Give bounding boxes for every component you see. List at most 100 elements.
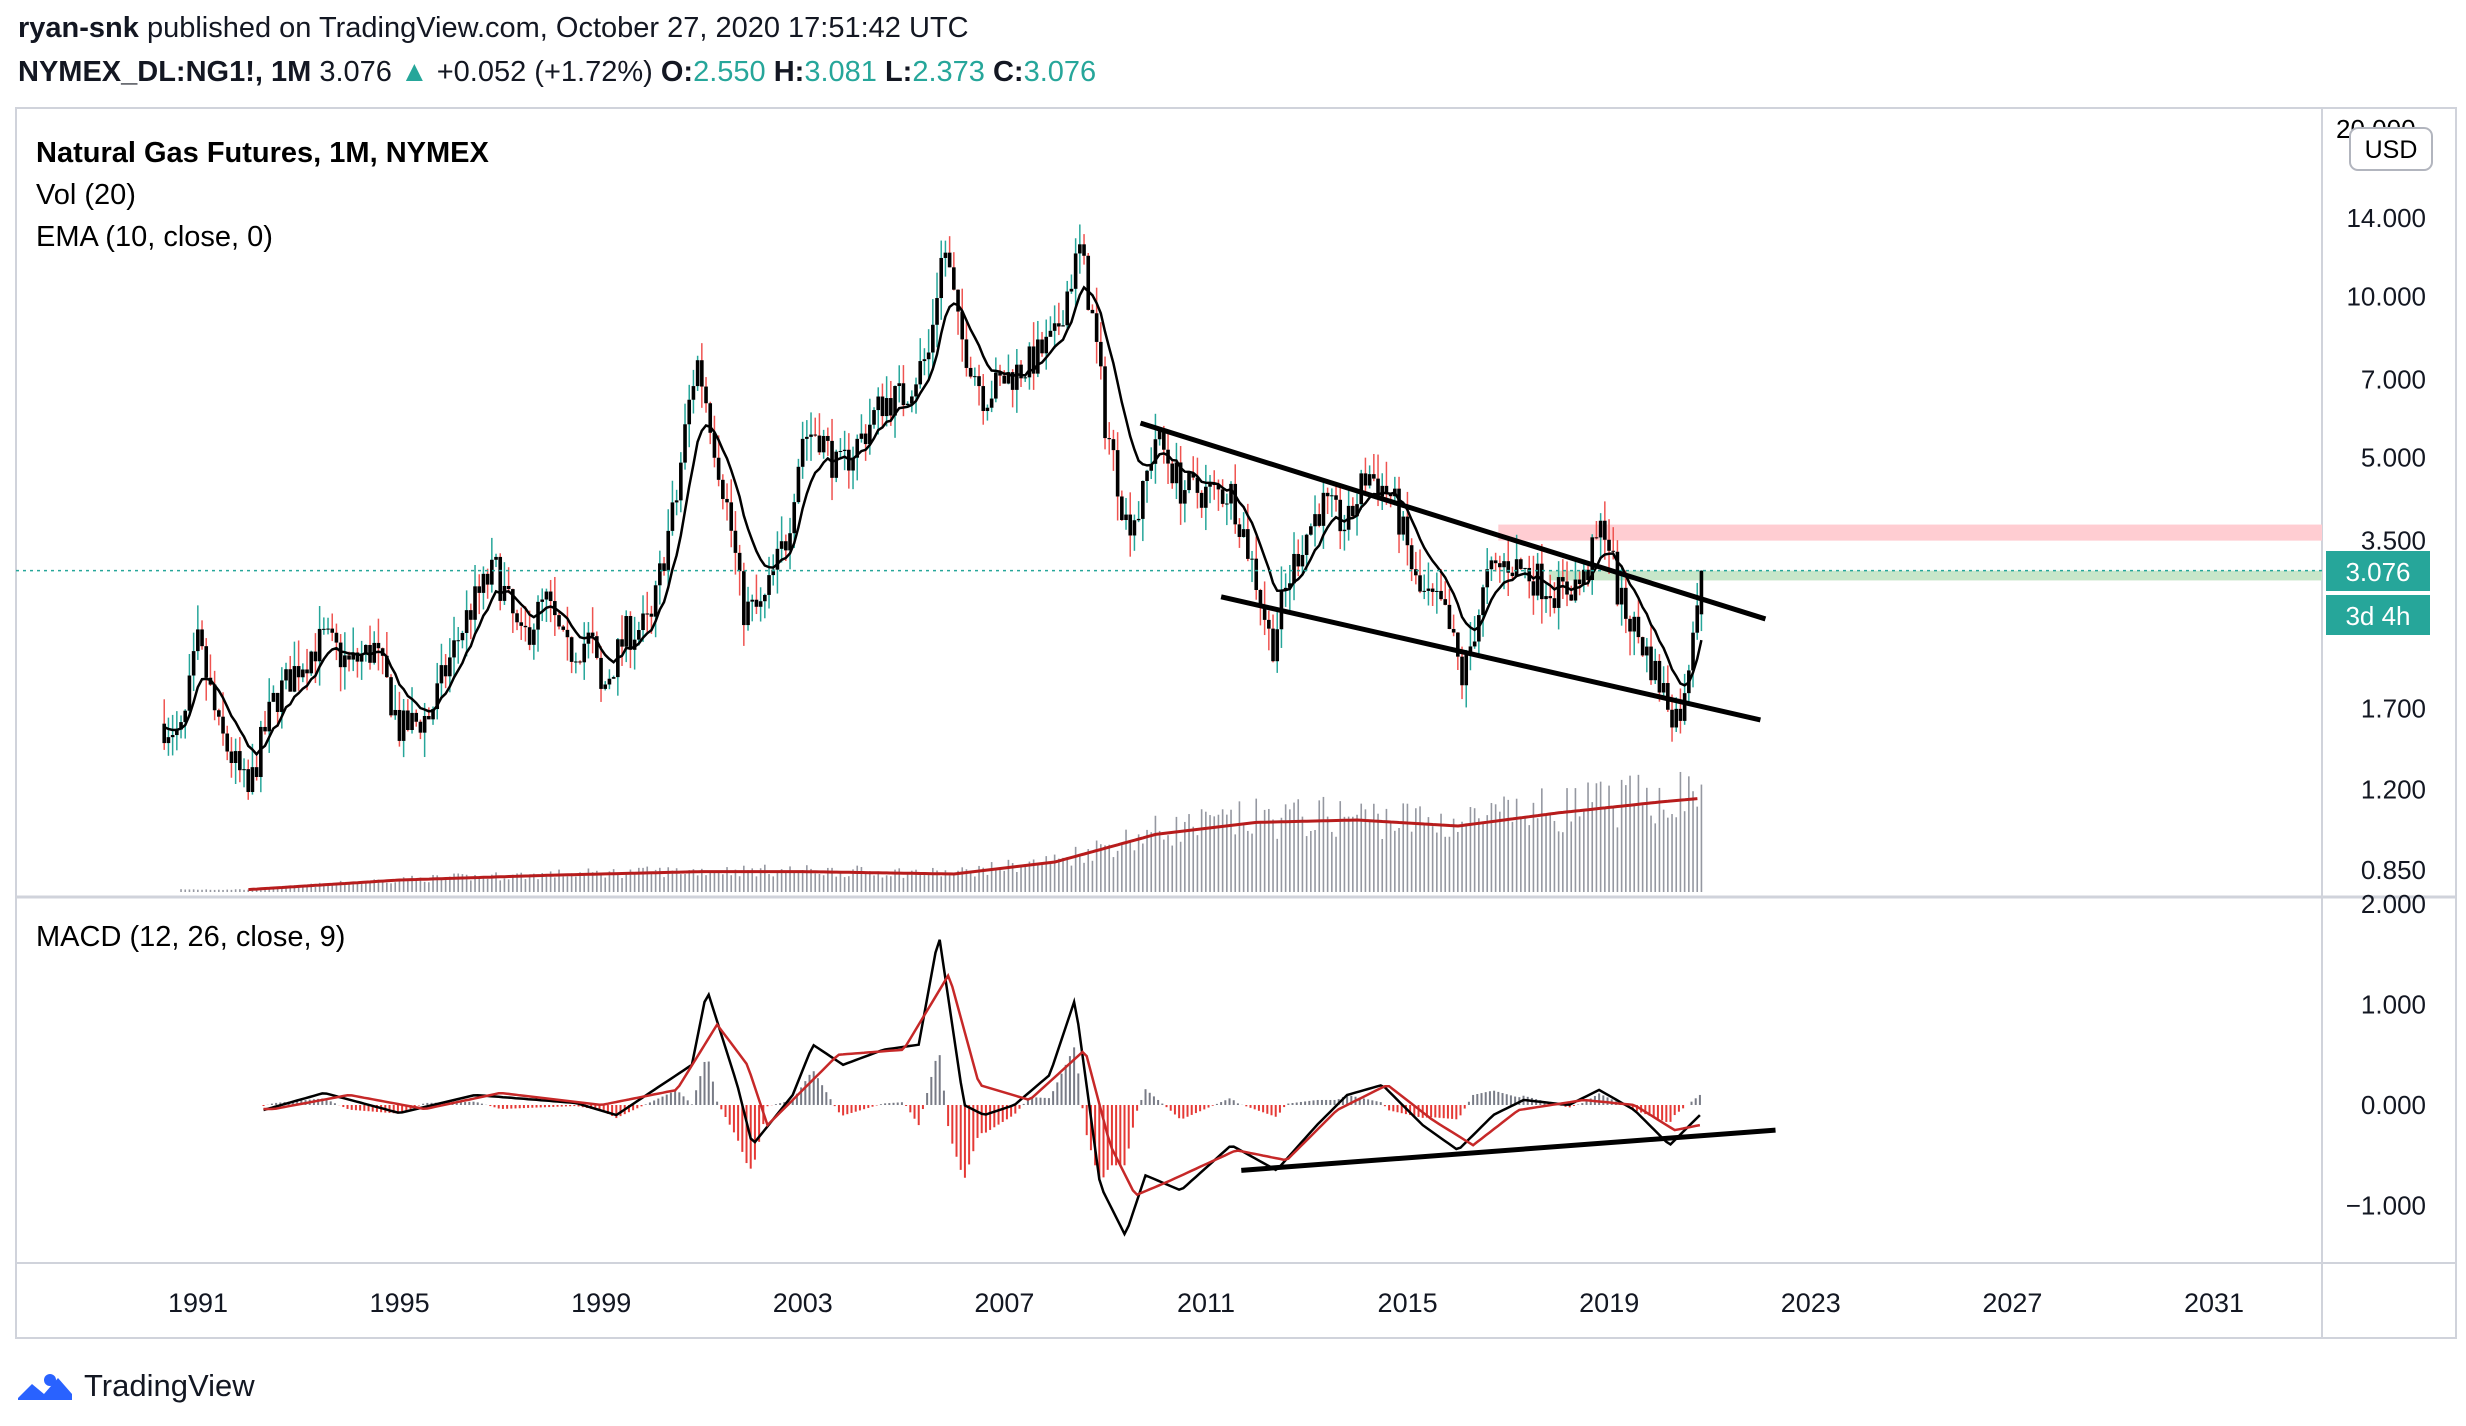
chart-frame bbox=[15, 107, 2457, 1339]
candle-body bbox=[448, 657, 452, 677]
candle-body bbox=[1220, 489, 1225, 504]
candle-body bbox=[1036, 339, 1040, 374]
price-tick-label: 0.850 bbox=[2361, 855, 2426, 885]
candle-body bbox=[905, 403, 910, 406]
candle-body bbox=[376, 642, 381, 649]
time-tick-label: 2003 bbox=[773, 1288, 833, 1318]
candle-body bbox=[1464, 654, 1469, 686]
candle-body bbox=[1678, 708, 1683, 721]
candle-body bbox=[1405, 516, 1410, 546]
candle-body bbox=[712, 432, 717, 458]
candle-body bbox=[1090, 309, 1095, 314]
time-tick-label: 2019 bbox=[1579, 1288, 1639, 1318]
candle-body bbox=[305, 669, 309, 674]
candle-body bbox=[956, 289, 960, 312]
candle-body bbox=[641, 613, 645, 631]
candle-body bbox=[326, 628, 330, 630]
candle-body bbox=[292, 666, 297, 692]
candle-body bbox=[196, 629, 200, 652]
candle-body bbox=[1355, 504, 1359, 517]
macd-tick-label: 2.000 bbox=[2361, 889, 2426, 919]
volume-ma-line bbox=[248, 797, 1698, 892]
ema-line bbox=[163, 285, 1703, 757]
candle-body bbox=[935, 298, 939, 325]
author-name[interactable]: ryan-snk bbox=[18, 12, 139, 44]
time-tick-label: 2031 bbox=[2184, 1288, 2244, 1318]
candle-body bbox=[1027, 346, 1032, 378]
candle-body bbox=[502, 585, 507, 601]
candle-body bbox=[737, 552, 742, 572]
candle-body bbox=[574, 661, 578, 663]
candle-body bbox=[1296, 553, 1301, 567]
candle-body bbox=[1313, 514, 1317, 527]
candle-body bbox=[263, 726, 267, 732]
candle-body bbox=[414, 712, 419, 722]
candle-body bbox=[943, 252, 948, 258]
candle-body bbox=[1460, 656, 1464, 686]
time-tick-label: 1991 bbox=[168, 1288, 228, 1318]
time-tick-label: 2015 bbox=[1378, 1288, 1438, 1318]
candle-body bbox=[506, 585, 511, 590]
candle-body bbox=[351, 652, 356, 660]
candle-body bbox=[645, 613, 650, 615]
candle-body bbox=[767, 575, 771, 595]
candle-body bbox=[548, 591, 553, 602]
candle-body bbox=[1552, 598, 1557, 608]
brand-name[interactable]: TradingView bbox=[84, 1368, 255, 1403]
candle-body bbox=[884, 398, 889, 417]
candle-body bbox=[200, 629, 204, 647]
candle-body bbox=[1149, 463, 1154, 471]
candle-body bbox=[813, 434, 818, 436]
candle-body bbox=[1078, 244, 1082, 254]
candle-body bbox=[653, 585, 658, 617]
candle-body bbox=[855, 438, 860, 458]
candle-body bbox=[1582, 569, 1586, 585]
candle-body bbox=[1044, 336, 1049, 354]
currency-button[interactable]: USD bbox=[2365, 136, 2418, 164]
candle-body bbox=[385, 655, 389, 678]
candle-body bbox=[1229, 483, 1233, 504]
candle-body bbox=[1577, 579, 1582, 585]
publish-info: ryan-snk published on TradingView.com, O… bbox=[18, 12, 969, 45]
candle-body bbox=[1670, 709, 1674, 728]
candle-body bbox=[527, 627, 532, 645]
candle-body bbox=[931, 324, 935, 353]
currency-button-bg[interactable] bbox=[2349, 127, 2433, 171]
tradingview-logo-icon[interactable] bbox=[18, 1374, 72, 1400]
candle-body bbox=[1136, 518, 1141, 521]
candle-body bbox=[838, 451, 843, 453]
candle-body bbox=[359, 654, 364, 662]
candle-body bbox=[191, 651, 196, 676]
symbol-info: NYMEX_DL:NG1!, 1M 3.076 ▲ +0.052 (+1.72%… bbox=[18, 56, 1096, 89]
candle-body bbox=[800, 438, 805, 467]
price-tick-label: 7.000 bbox=[2361, 364, 2426, 394]
candle-body bbox=[569, 637, 574, 662]
candle-body bbox=[259, 726, 263, 777]
candle-body bbox=[1204, 486, 1208, 508]
last-price-tag-bg bbox=[2326, 551, 2430, 591]
candle-body bbox=[1561, 577, 1565, 582]
candle-body bbox=[485, 573, 490, 585]
candle-body bbox=[1082, 244, 1086, 256]
candle-body bbox=[658, 563, 662, 586]
candle-body bbox=[1451, 628, 1456, 633]
candle-body bbox=[1674, 708, 1679, 728]
candle-body bbox=[578, 661, 582, 663]
candle-body bbox=[317, 628, 322, 662]
candle-body bbox=[338, 642, 343, 668]
candle-body bbox=[1237, 524, 1242, 537]
candle-body bbox=[1304, 534, 1309, 555]
candle-body bbox=[1233, 483, 1238, 525]
candle-body bbox=[1472, 641, 1477, 647]
candle-body bbox=[330, 628, 335, 633]
candle-body bbox=[834, 451, 839, 478]
candle-body bbox=[670, 502, 675, 531]
candle-body bbox=[1258, 589, 1263, 606]
price-tick-label: 1.200 bbox=[2361, 775, 2426, 805]
candle-body bbox=[1682, 693, 1687, 721]
candle-body bbox=[880, 396, 885, 417]
candle-body bbox=[649, 613, 654, 617]
candle-body bbox=[1292, 553, 1296, 584]
price-tick-label: 14.000 bbox=[2346, 203, 2426, 233]
